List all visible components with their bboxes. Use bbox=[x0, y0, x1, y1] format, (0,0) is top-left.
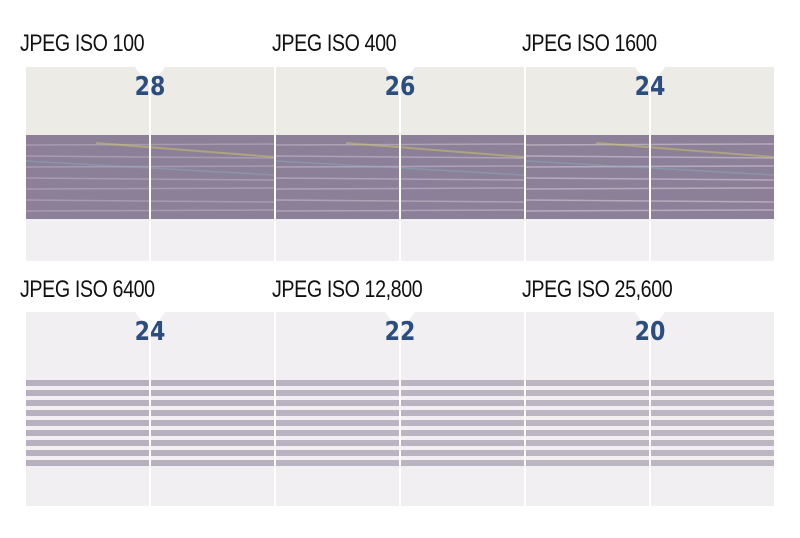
resolution-crop-iso100 bbox=[26, 67, 274, 261]
panel-label-iso6400: JPEG ISO 6400 bbox=[20, 276, 155, 303]
line-pattern-graphic bbox=[26, 312, 274, 506]
resolution-crop-iso6400 bbox=[26, 312, 274, 506]
resolution-crop-iso25600 bbox=[526, 312, 774, 506]
resolution-crop-iso400 bbox=[276, 67, 524, 261]
panel-label-iso12800: JPEG ISO 12,800 bbox=[272, 276, 423, 303]
panel-label-iso100: JPEG ISO 100 bbox=[20, 30, 145, 57]
resolution-crop-iso1600 bbox=[526, 67, 774, 261]
score-iso100: 28 bbox=[134, 72, 166, 102]
score-iso6400: 24 bbox=[134, 317, 166, 347]
panel-label-iso400: JPEG ISO 400 bbox=[272, 30, 397, 57]
line-pattern-graphic bbox=[526, 67, 774, 261]
panel-label-iso1600: JPEG ISO 1600 bbox=[522, 30, 657, 57]
resolution-crop-iso12800 bbox=[276, 312, 524, 506]
line-pattern-graphic bbox=[26, 67, 274, 261]
score-iso400: 26 bbox=[384, 72, 416, 102]
score-iso1600: 24 bbox=[634, 72, 666, 102]
line-pattern-graphic bbox=[526, 312, 774, 506]
line-pattern-graphic bbox=[276, 67, 524, 261]
line-pattern-graphic bbox=[276, 312, 524, 506]
score-iso25600: 20 bbox=[634, 317, 666, 347]
panel-label-iso25600: JPEG ISO 25,600 bbox=[522, 276, 673, 303]
score-iso12800: 22 bbox=[384, 317, 416, 347]
